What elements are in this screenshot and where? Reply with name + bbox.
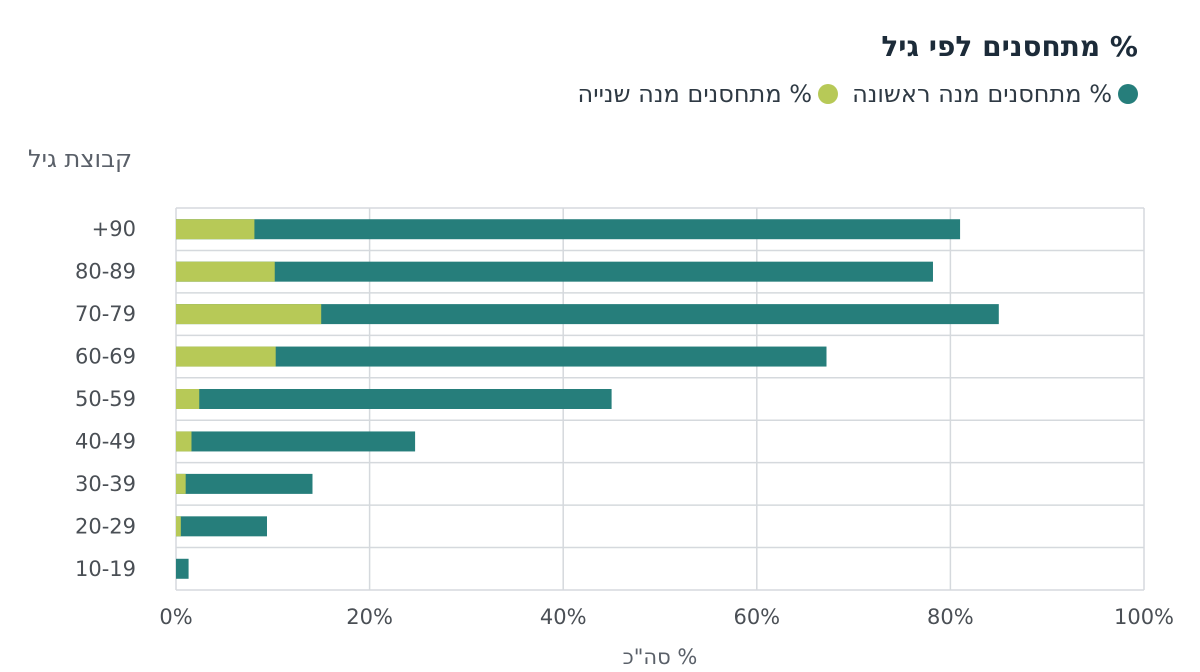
bar-first-dose (176, 473, 313, 494)
bar-second-dose (176, 346, 276, 367)
x-tick-label: 100% (1114, 605, 1174, 629)
legend: % מתחסנים מנה ראשונה % מתחסנים מנה שנייה (564, 80, 1138, 108)
bar-second-dose (176, 473, 186, 494)
bar-second-dose (176, 389, 200, 409)
bar-second-dose (176, 304, 322, 325)
bar-second-dose (176, 219, 255, 240)
x-tick-label: 40% (540, 605, 587, 629)
y-tick-label: 10-19 (75, 557, 136, 581)
bar-first-dose (176, 261, 933, 282)
x-tick-label: 60% (733, 605, 780, 629)
legend-item-first-dose: % מתחסנים מנה ראשונה (852, 80, 1138, 108)
bar-first-dose (176, 558, 189, 579)
bar-first-dose (176, 346, 827, 367)
bar-first-dose (176, 304, 999, 325)
y-tick-label: 60-69 (75, 345, 136, 369)
legend-label-first-dose: % מתחסנים מנה ראשונה (852, 80, 1112, 108)
y-tick-label: 30-39 (75, 472, 136, 496)
y-tick-label: +90 (92, 217, 136, 241)
y-tick-label: 50-59 (75, 387, 136, 411)
legend-item-second-dose: % מתחסנים מנה שנייה (578, 80, 839, 108)
x-axis-label: % סה"כ (623, 645, 698, 669)
bar-first-dose (176, 389, 612, 409)
y-tick-label: 20-29 (75, 514, 136, 538)
x-tick-label: 20% (346, 605, 393, 629)
y-tick-label: 80-89 (75, 260, 136, 284)
legend-label-second-dose: % מתחסנים מנה שנייה (577, 80, 813, 108)
bar-first-dose (176, 219, 961, 240)
chart-title: % מתחסנים לפי גיל (881, 30, 1138, 63)
bar-second-dose (176, 431, 192, 452)
y-tick-label: 40-49 (75, 429, 136, 453)
y-axis-label: קבוצת גיל (28, 145, 132, 173)
bar-second-dose (176, 516, 181, 537)
y-tick-label: 70-79 (75, 302, 136, 326)
x-tick-label: 80% (927, 605, 974, 629)
bar-first-dose (176, 516, 267, 537)
bar-first-dose (176, 431, 416, 452)
legend-swatch-first-dose (1118, 84, 1138, 104)
x-tick-label: 0% (159, 605, 192, 629)
legend-swatch-second-dose (818, 84, 839, 104)
bar-second-dose (176, 261, 275, 282)
